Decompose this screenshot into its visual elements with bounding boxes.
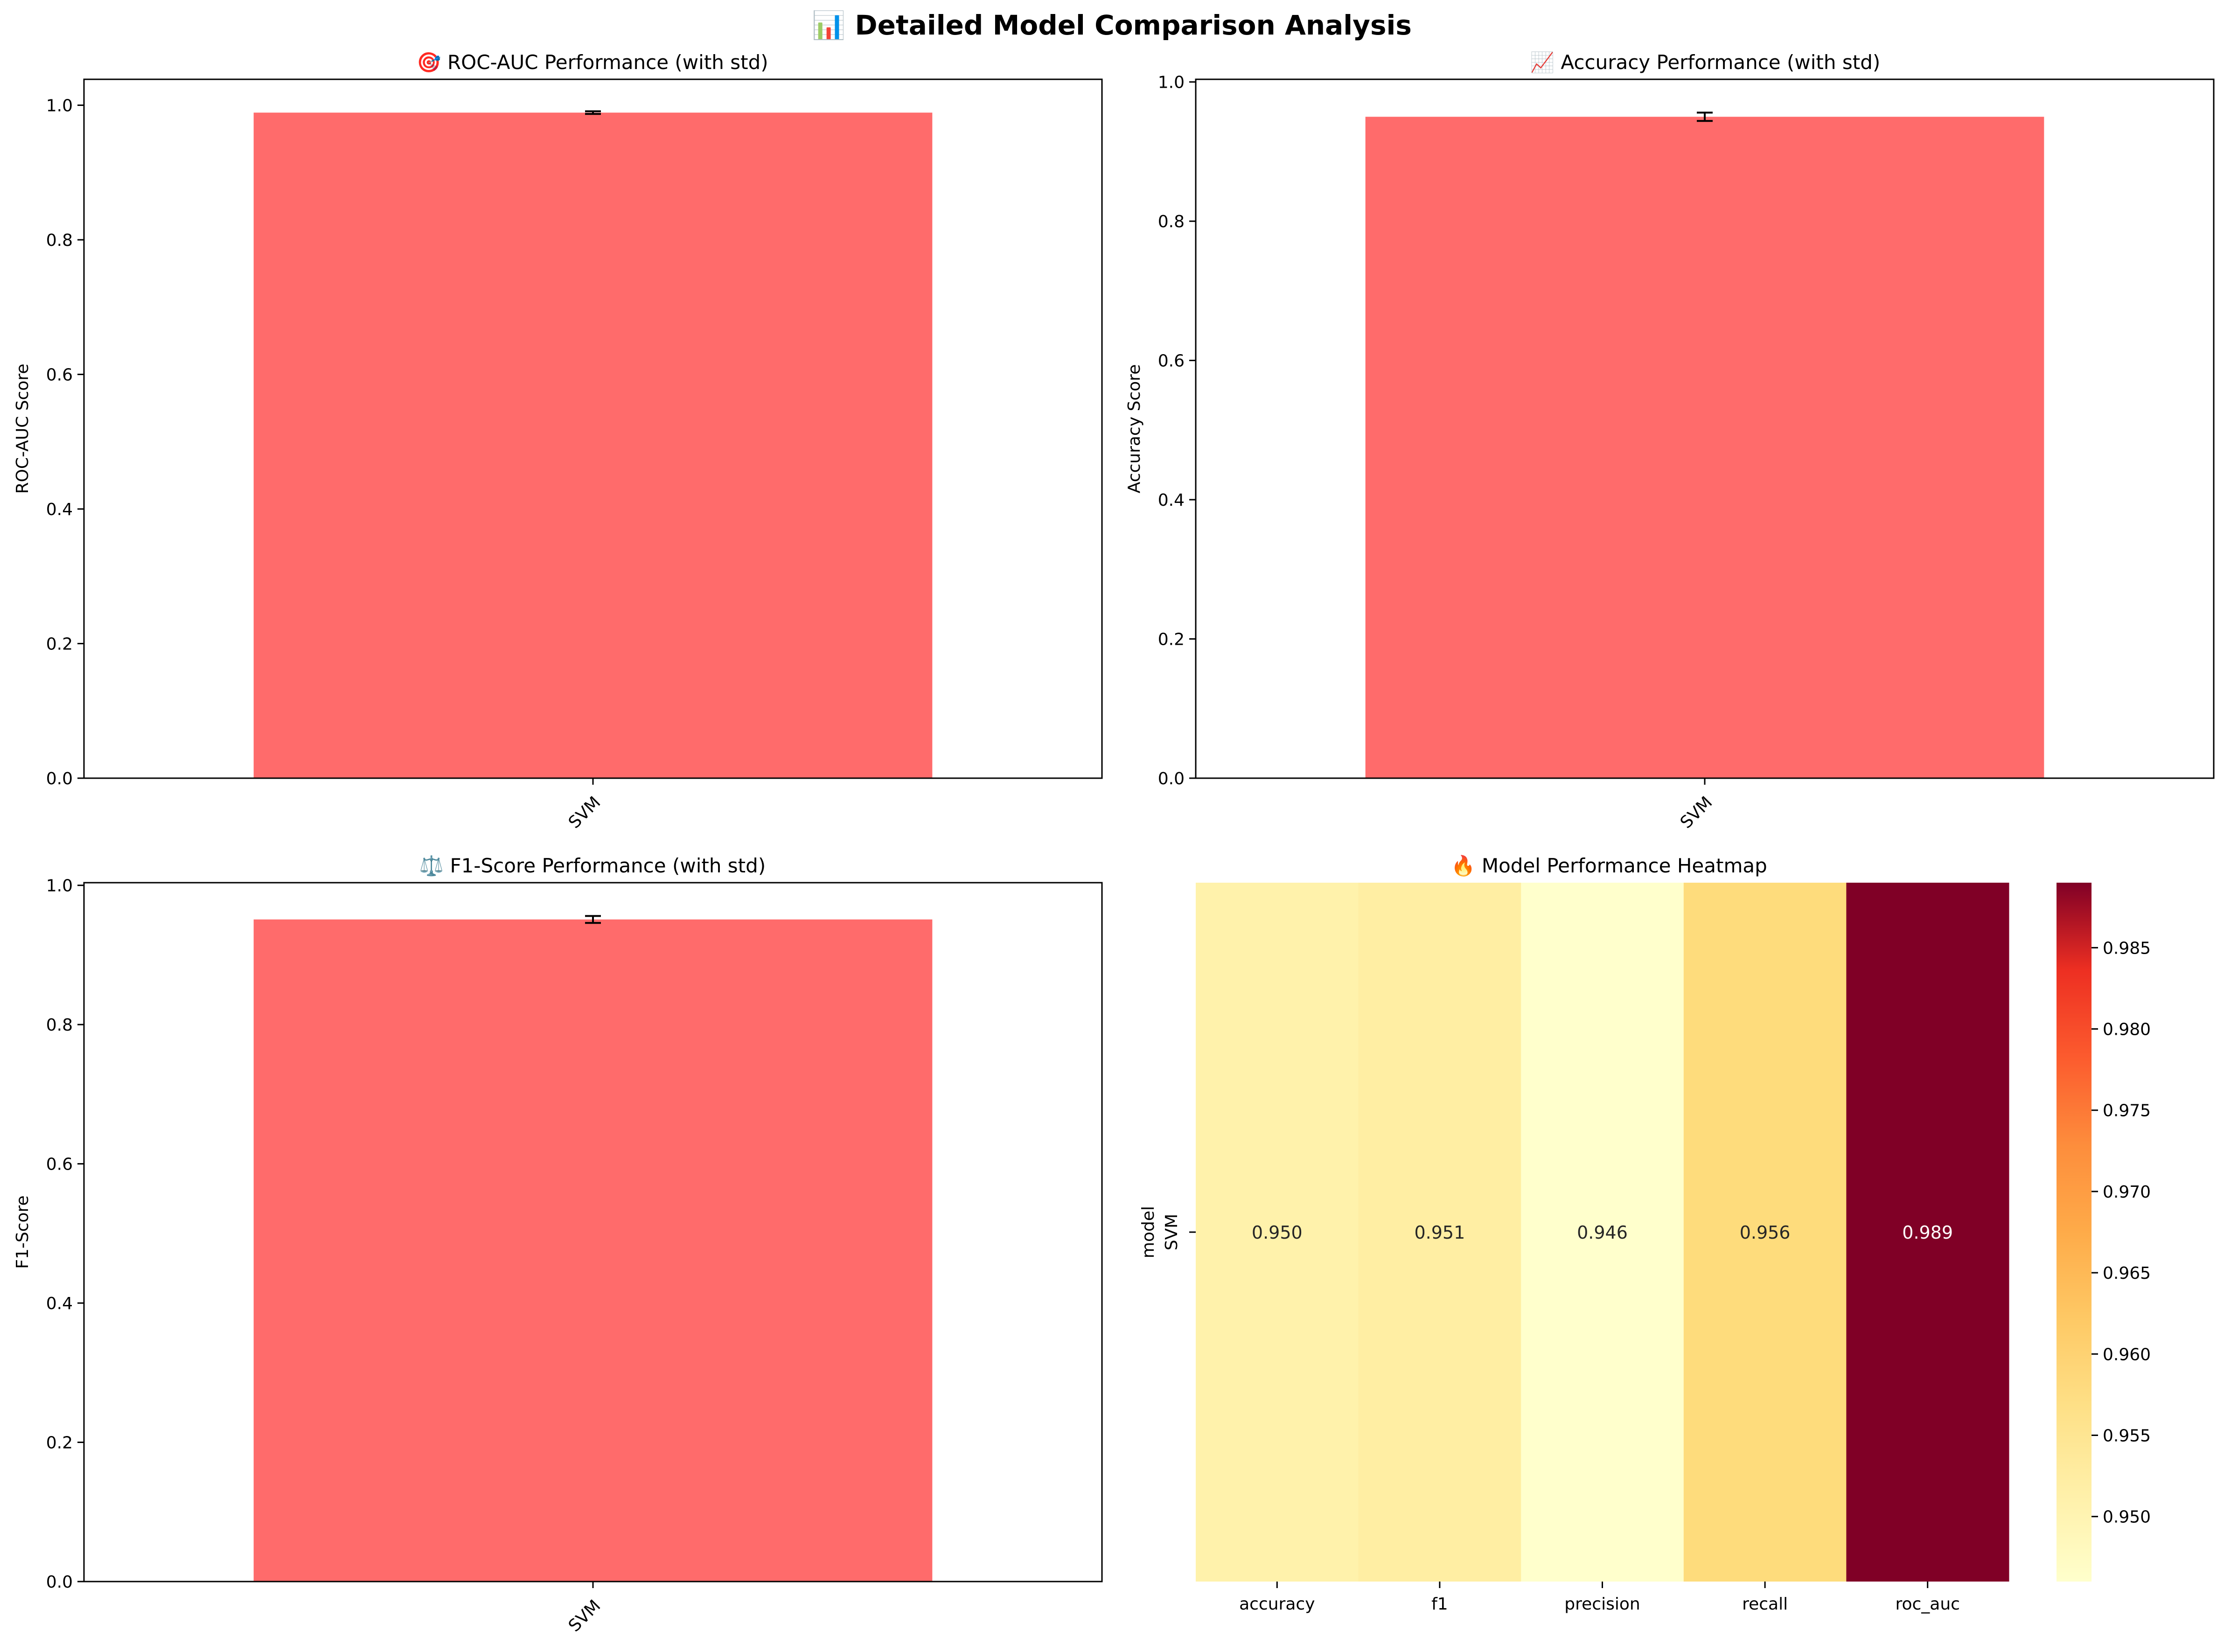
heatmap-cell-recall	[1683, 883, 1847, 1582]
roc-auc-y-tick-label: 0.8	[46, 231, 73, 250]
heatmap-x-tick-label: recall	[1742, 1595, 1788, 1614]
accuracy-error-bar-svm	[1697, 112, 1713, 122]
accuracy-y-tick-label: 1.0	[1158, 73, 1185, 92]
accuracy-y-tick-label: 0.4	[1158, 491, 1185, 510]
f1-y-tick-label: 0.0	[46, 1573, 73, 1592]
colorbar: 0.950 0.955 0.960 0.965 0.970 0.975 0.980 0.985	[2057, 883, 2151, 1582]
figure-title: 📊 Detailed Model Comparison Analysis	[812, 9, 1412, 41]
roc-auc-panel: 🎯 ROC-AUC Performance (with std) SVM 0.0 0…	[13, 51, 1103, 832]
heatmap-x-tick-label: f1	[1431, 1595, 1448, 1614]
colorbar-tick-label: 0.955	[2103, 1426, 2151, 1445]
roc-auc-x-tick-label: SVM	[565, 793, 605, 832]
heatmap-panel: 🔥 Model Performance Heatmap 0.950 0.951 0.…	[1139, 854, 2151, 1614]
f1-x-tick-label: SVM	[565, 1596, 605, 1636]
f1-y-tick-label: 0.8	[46, 1016, 73, 1035]
colorbar-tick-label: 0.970	[2103, 1183, 2151, 1202]
roc-auc-axes-frame	[83, 78, 1103, 779]
accuracy-y-tick-label: 0.2	[1158, 630, 1185, 649]
colorbar-tick-label: 0.975	[2103, 1101, 2151, 1121]
roc-auc-panel-title: 🎯 ROC-AUC Performance (with std)	[417, 51, 768, 74]
heatmap-cell-accuracy	[1196, 883, 1359, 1582]
roc-auc-error-bar-svm	[585, 110, 601, 115]
f1-bar-svm	[253, 919, 933, 1582]
colorbar-tick-label: 0.965	[2103, 1264, 2151, 1283]
heatmap-area: 0.950 0.951 0.946 0.956 0.989 SVM accuracy f1 pr…	[1139, 883, 2009, 1614]
roc-auc-bar-svm	[253, 112, 933, 779]
colorbar-tick-label: 0.985	[2103, 939, 2151, 958]
heatmap-cell-label: 0.950	[1252, 1222, 1303, 1243]
roc-auc-y-tick-label: 0.6	[46, 366, 73, 385]
f1-y-tick-label: 0.4	[46, 1294, 73, 1313]
accuracy-panel: 📈 Accuracy Performance (with std) SVM 0.0…	[1125, 51, 2215, 832]
heatmap-cell-label: 0.951	[1415, 1222, 1465, 1243]
accuracy-bar-svm	[1365, 117, 2044, 778]
roc-auc-plot-area: SVM 0.0 0.2 0.4 0.6 0.8 1.0 ROC-AUC Score	[13, 78, 1103, 832]
heatmap-cell-label: 0.956	[1740, 1222, 1791, 1243]
f1-y-axis-label: F1-Score	[13, 1195, 32, 1269]
colorbar-tick-label: 0.960	[2103, 1345, 2151, 1364]
heatmap-x-tick-label: roc_auc	[1895, 1595, 1960, 1614]
accuracy-y-tick-label: 0.6	[1158, 352, 1185, 371]
heatmap-cell-precision	[1521, 883, 1684, 1582]
f1-axes-frame	[83, 882, 1103, 1582]
heatmap-y-tick-label: SVM	[1162, 1214, 1181, 1251]
accuracy-y-axis-label: Accuracy Score	[1125, 364, 1144, 494]
heatmap-y-axis-label: model	[1139, 1206, 1158, 1258]
accuracy-panel-title: 📈 Accuracy Performance (with std)	[1530, 51, 1880, 74]
heatmap-panel-title: 🔥 Model Performance Heatmap	[1451, 854, 1767, 877]
accuracy-plot-area: SVM 0.0 0.2 0.4 0.6 0.8 1.0 Accuracy Score	[1125, 73, 2215, 832]
colorbar-tick-label: 0.980	[2103, 1020, 2151, 1039]
accuracy-y-tick-label: 0.8	[1158, 212, 1185, 231]
heatmap-cell-label: 0.946	[1577, 1222, 1628, 1243]
heatmap-cell-f1	[1358, 883, 1521, 1582]
roc-auc-y-axis-label: ROC-AUC Score	[13, 363, 32, 494]
roc-auc-y-tick-label: 0.0	[46, 769, 73, 788]
roc-auc-y-tick-label: 0.4	[46, 500, 73, 519]
colorbar-tick-label: 0.950	[2103, 1508, 2151, 1527]
f1-error-bar-svm	[585, 915, 601, 924]
accuracy-y-tick-label: 0.0	[1158, 769, 1185, 788]
heatmap-cell-roc-auc	[1846, 883, 2009, 1582]
f1-panel-title: ⚖️ F1-Score Performance (with std)	[419, 854, 766, 877]
f1-panel: ⚖️ F1-Score Performance (with std) SVM 0.…	[13, 854, 1103, 1636]
accuracy-x-tick-label: SVM	[1677, 793, 1716, 832]
accuracy-axes-frame	[1195, 78, 2215, 779]
f1-y-tick-label: 1.0	[46, 877, 73, 896]
heatmap-x-tick-label: precision	[1564, 1595, 1640, 1614]
roc-auc-y-tick-label: 0.2	[46, 635, 73, 654]
f1-plot-area: SVM 0.0 0.2 0.4 0.6 0.8 1.0 F1-Score	[13, 877, 1103, 1636]
roc-auc-y-tick-label: 1.0	[46, 97, 73, 116]
f1-y-tick-label: 0.2	[46, 1434, 73, 1453]
heatmap-x-tick-label: accuracy	[1239, 1595, 1315, 1614]
heatmap-cell-label: 0.989	[1902, 1222, 1953, 1243]
colorbar-gradient	[2057, 883, 2092, 1582]
f1-y-tick-label: 0.6	[46, 1155, 73, 1174]
